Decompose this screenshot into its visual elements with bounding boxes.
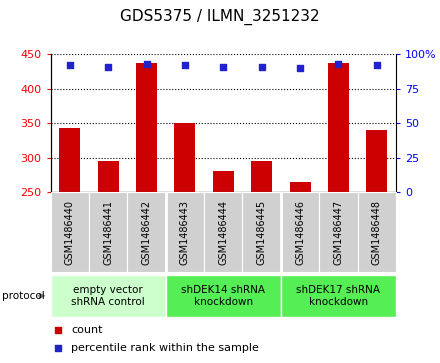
Point (54, 327, 61, 333)
Bar (166, 192, 204, 272)
Point (373, 62, 380, 68)
Bar (89, 192, 127, 272)
Bar (213, 171, 234, 192)
Text: percentile rank within the sample: percentile rank within the sample (71, 343, 259, 353)
Bar (59, 128, 81, 192)
Bar (98, 162, 119, 192)
Bar (366, 130, 387, 192)
Point (105, 64, 112, 70)
Bar (174, 123, 195, 192)
Bar (290, 182, 311, 192)
Text: GSM1486440: GSM1486440 (65, 200, 75, 265)
Bar (281, 192, 319, 272)
Bar (319, 192, 358, 272)
Point (220, 64, 227, 70)
Text: GSM1486443: GSM1486443 (180, 200, 190, 265)
Point (54, 345, 61, 351)
Text: GSM1486448: GSM1486448 (372, 200, 382, 265)
Point (143, 61, 150, 67)
Text: protocol: protocol (2, 291, 45, 301)
Text: GSM1486447: GSM1486447 (334, 200, 344, 265)
Text: shDEK17 shRNA
knockdown: shDEK17 shRNA knockdown (297, 285, 381, 307)
Text: GDS5375 / ILMN_3251232: GDS5375 / ILMN_3251232 (120, 9, 320, 25)
Point (258, 64, 265, 70)
Bar (51, 192, 89, 272)
Bar (358, 192, 396, 272)
Bar (251, 162, 272, 192)
Bar (204, 192, 242, 272)
Text: GSM1486444: GSM1486444 (218, 200, 228, 265)
Text: shDEK14 shRNA
knockdown: shDEK14 shRNA knockdown (181, 285, 265, 307)
Text: empty vector
shRNA control: empty vector shRNA control (71, 285, 145, 307)
Bar (242, 192, 281, 272)
Point (181, 62, 188, 68)
Point (335, 61, 342, 67)
Text: count: count (71, 325, 103, 335)
Bar (51, 274, 166, 317)
Point (66, 62, 73, 68)
Bar (281, 274, 396, 317)
Text: GSM1486446: GSM1486446 (295, 200, 305, 265)
Bar (166, 274, 281, 317)
Bar (328, 64, 349, 192)
Text: GSM1486441: GSM1486441 (103, 200, 113, 265)
Bar (127, 192, 166, 272)
Point (297, 65, 304, 71)
Bar (136, 63, 157, 192)
Text: GSM1486442: GSM1486442 (142, 200, 151, 265)
Text: GSM1486445: GSM1486445 (257, 200, 267, 265)
